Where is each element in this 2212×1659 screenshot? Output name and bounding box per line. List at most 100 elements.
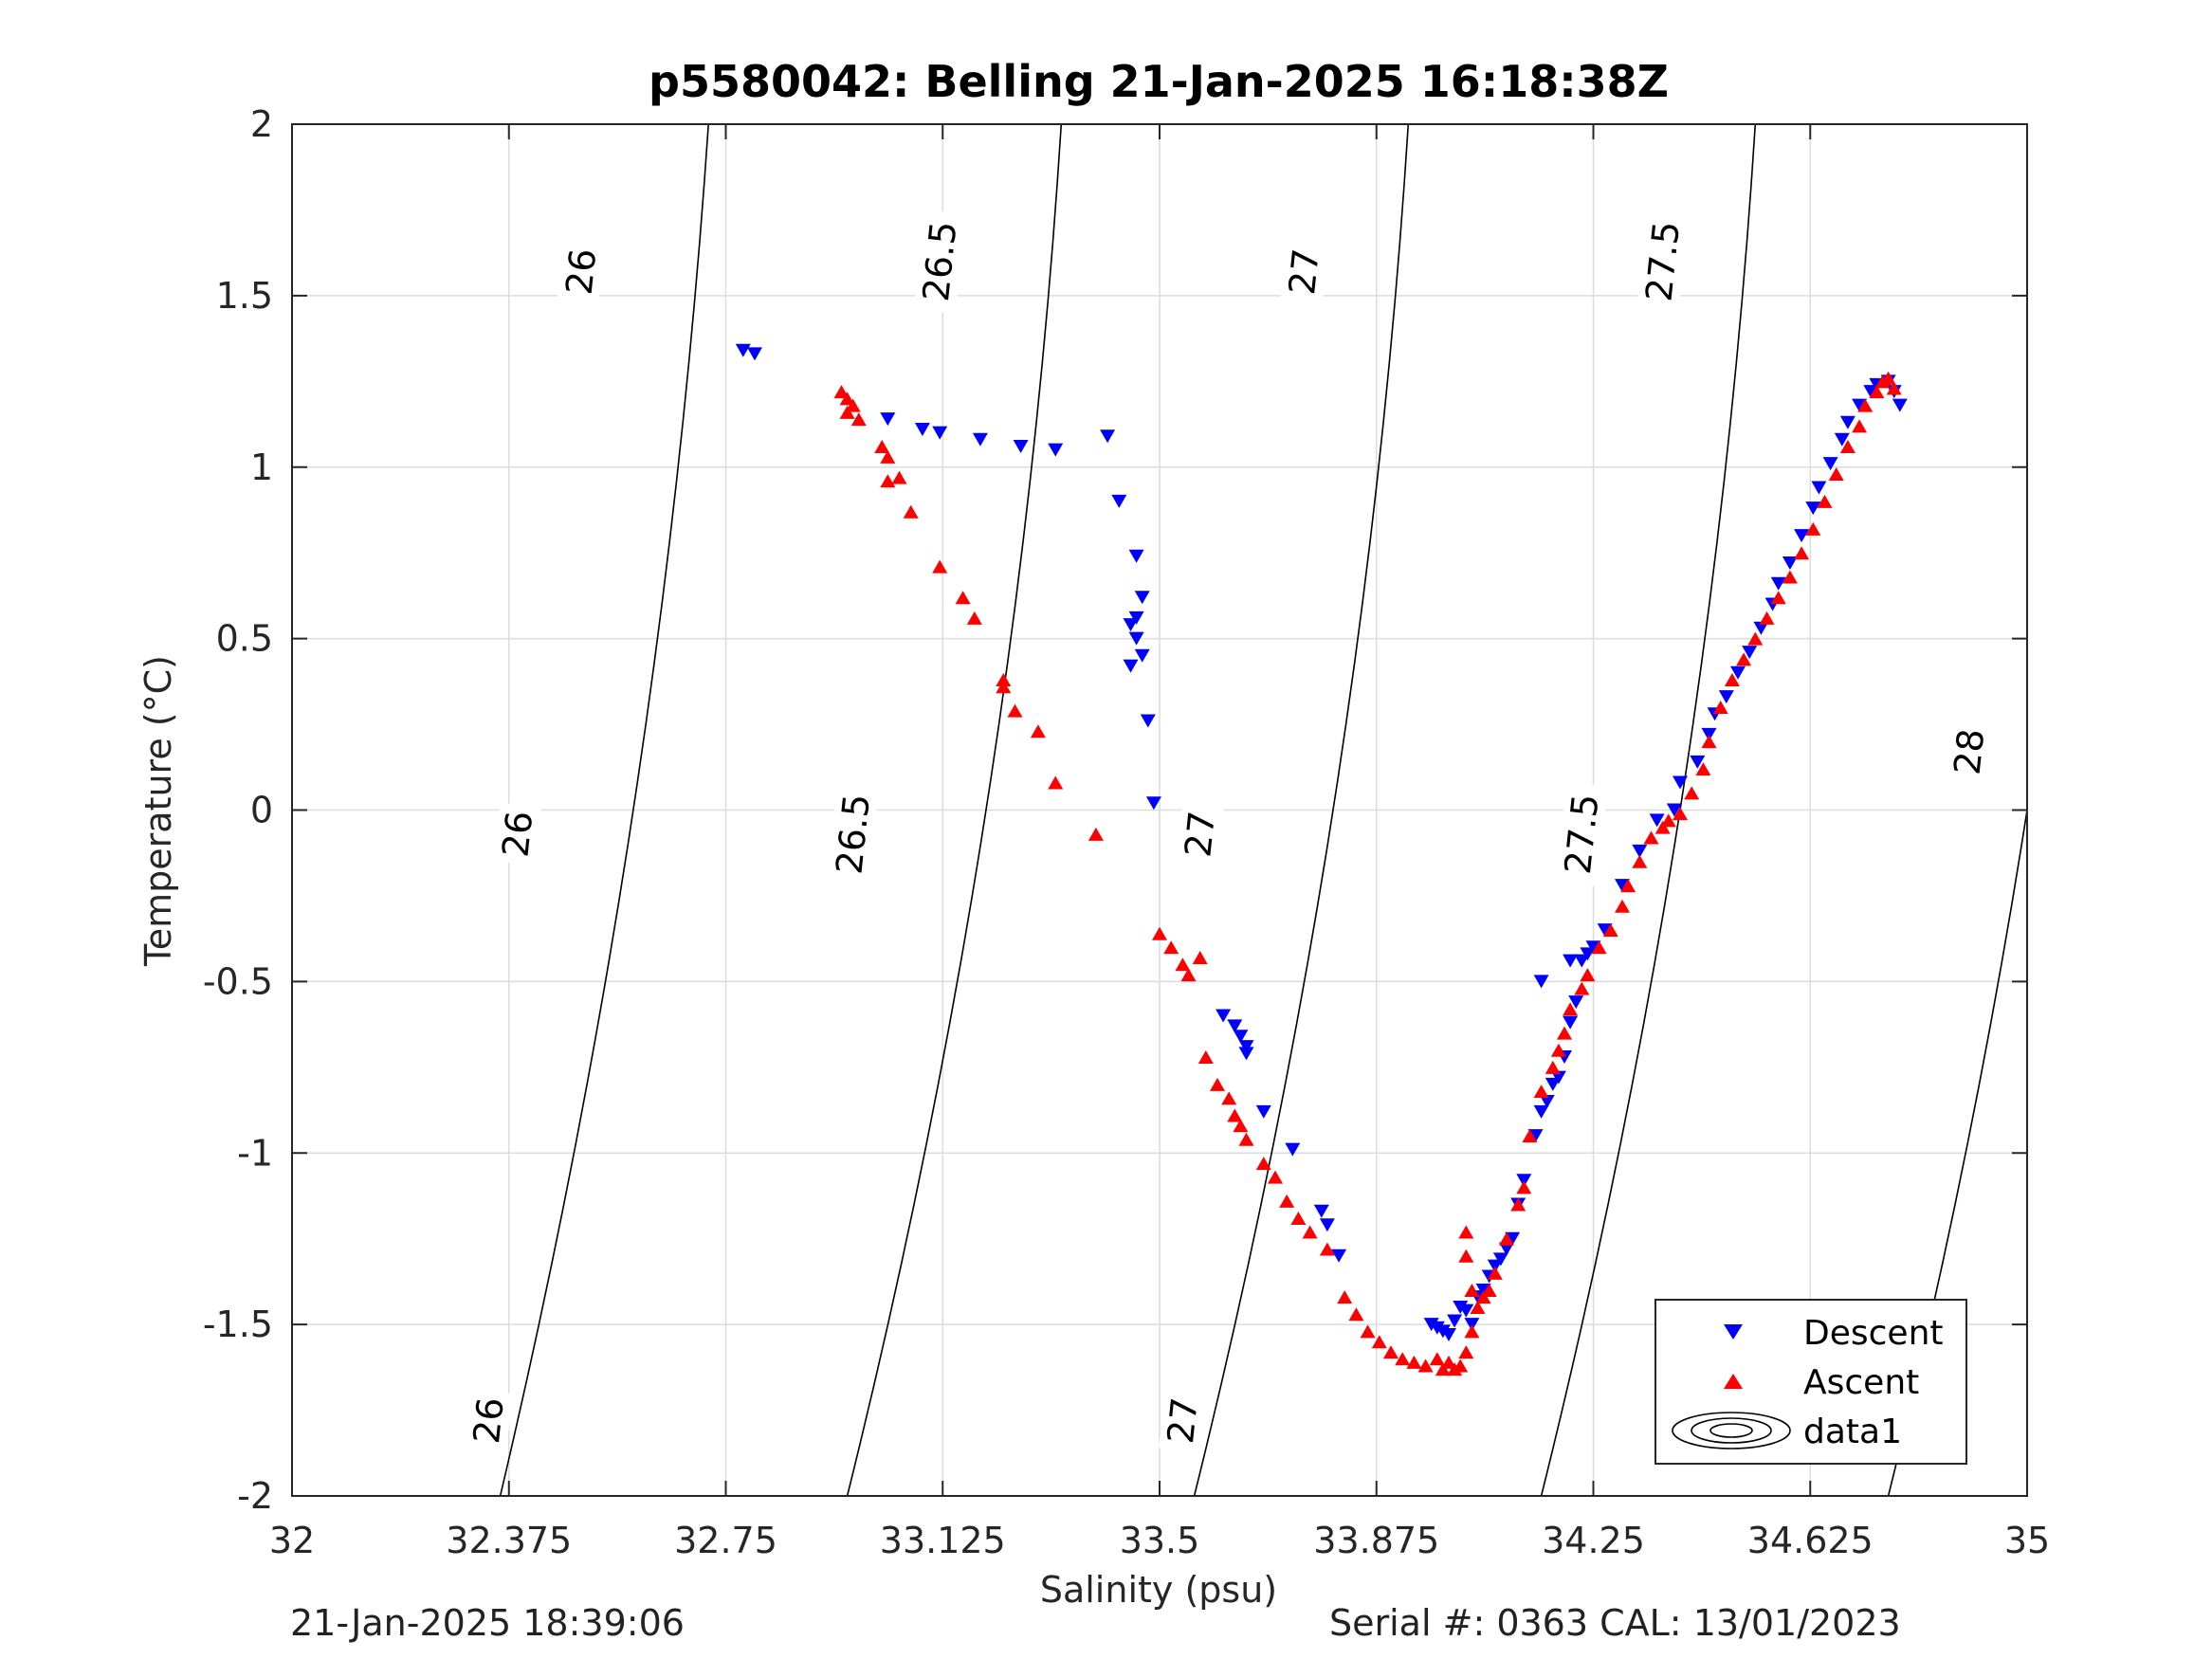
data-point [1007, 703, 1023, 718]
x-axis-label: Salinity (psu) [1040, 1569, 1277, 1611]
data-point [1505, 1231, 1521, 1246]
data-point [1152, 926, 1167, 940]
isopycnal-label: 26.5 [828, 792, 878, 876]
data-point [1441, 1327, 1456, 1341]
data-point [839, 405, 855, 419]
data-point [1684, 786, 1700, 800]
data-point [1255, 1104, 1271, 1119]
data-point [1221, 1091, 1237, 1105]
data-point [1673, 775, 1688, 790]
data-point [1447, 1314, 1463, 1328]
data-point [1654, 820, 1671, 834]
data-point [1192, 951, 1208, 965]
data-point [1128, 631, 1144, 646]
data-point [1834, 432, 1850, 447]
data-point [955, 591, 971, 605]
data-point [1874, 374, 1891, 389]
isopycnal-label-group: 28 [1945, 720, 1994, 784]
isopycnal-label: 27 [1160, 1395, 1206, 1446]
data-point [1458, 1225, 1474, 1239]
data-point [1453, 1358, 1469, 1373]
data-point [1550, 1043, 1566, 1057]
data-point [1712, 700, 1728, 714]
data-point [1371, 1335, 1387, 1349]
isopycnal-label-group: 27 [1159, 1389, 1207, 1452]
data-point [1753, 621, 1769, 635]
data-point [1539, 1094, 1555, 1108]
data-point [1499, 1242, 1514, 1256]
data-point [850, 412, 867, 427]
data-point [1794, 529, 1810, 543]
data-point [1660, 813, 1676, 828]
data-point [1782, 570, 1798, 584]
data-point [1481, 1283, 1497, 1297]
data-point [1580, 947, 1596, 961]
x-tick-label: 34.625 [1747, 1520, 1874, 1561]
isopycnal-label-group: 26 [493, 802, 542, 866]
series-ascent [833, 371, 1902, 1376]
data-point [932, 559, 948, 574]
data-point [1632, 844, 1648, 858]
data-point [1527, 1129, 1544, 1143]
isopycnal-label: 27.5 [1637, 219, 1688, 303]
isopycnal-label-group: 27.5 [1636, 209, 1690, 314]
data-point [996, 673, 1012, 687]
data-point [1742, 646, 1758, 660]
data-point [903, 504, 919, 519]
data-point [1782, 556, 1798, 571]
data-point [1134, 591, 1150, 605]
data-point [839, 392, 855, 406]
data-point [1597, 923, 1613, 938]
data-point [1620, 879, 1636, 893]
legend-label-data1: data1 [1803, 1413, 1902, 1451]
y-tick-label: 2 [250, 103, 273, 145]
data-point [1747, 631, 1764, 646]
data-point [880, 474, 896, 488]
data-point [1453, 1301, 1469, 1315]
x-tick-label: 35 [2004, 1520, 2050, 1561]
data-series [735, 343, 1908, 1376]
data-point [1313, 1204, 1329, 1218]
legend-marker-descent [1724, 1324, 1743, 1340]
data-point [1794, 546, 1810, 560]
axes: 32 32.375 32.75 33.125 33.5 33.875 34.25 34.625… [203, 103, 2050, 1561]
x-tick-label: 33.125 [880, 1520, 1006, 1561]
data-point [1591, 940, 1607, 955]
data-point [1464, 1318, 1480, 1332]
data-point [1238, 1047, 1254, 1061]
isopycnal-label: 27 [1281, 246, 1327, 297]
data-point [891, 470, 907, 484]
data-point [1429, 1352, 1445, 1366]
data-point [1533, 1085, 1549, 1099]
data-point [1238, 1132, 1254, 1146]
data-point [1285, 1142, 1301, 1157]
data-point [1100, 429, 1116, 444]
isopycnal-line [1193, 124, 1410, 1496]
data-point [996, 680, 1012, 694]
data-point [1255, 1157, 1271, 1171]
data-point [1458, 1249, 1474, 1263]
data-point [1718, 690, 1734, 704]
legend-label-descent: Descent [1803, 1314, 1944, 1353]
data-point [845, 398, 861, 412]
data-point [1030, 724, 1046, 738]
data-point [1811, 481, 1827, 495]
data-point [1563, 1002, 1579, 1016]
x-tick-label: 34.25 [1542, 1520, 1645, 1561]
data-point [1268, 1170, 1283, 1184]
data-point [1233, 1030, 1249, 1044]
isopycnal-label-group: 27.5 [1555, 781, 1608, 886]
data-point [1533, 1104, 1549, 1119]
data-point [735, 343, 751, 357]
data-point [1180, 968, 1197, 982]
data-point [1545, 1077, 1561, 1091]
y-tick-label: -0.5 [203, 960, 273, 1002]
data-point [1563, 1015, 1579, 1030]
isopycnal-label-bg [1636, 209, 1690, 314]
isopycnal-label-bg [1280, 240, 1328, 303]
data-point [1852, 419, 1868, 433]
data-point [1557, 1026, 1572, 1040]
data-point [1701, 735, 1717, 749]
data-point [932, 426, 948, 440]
isopycnal-label: 28 [1947, 727, 1993, 777]
